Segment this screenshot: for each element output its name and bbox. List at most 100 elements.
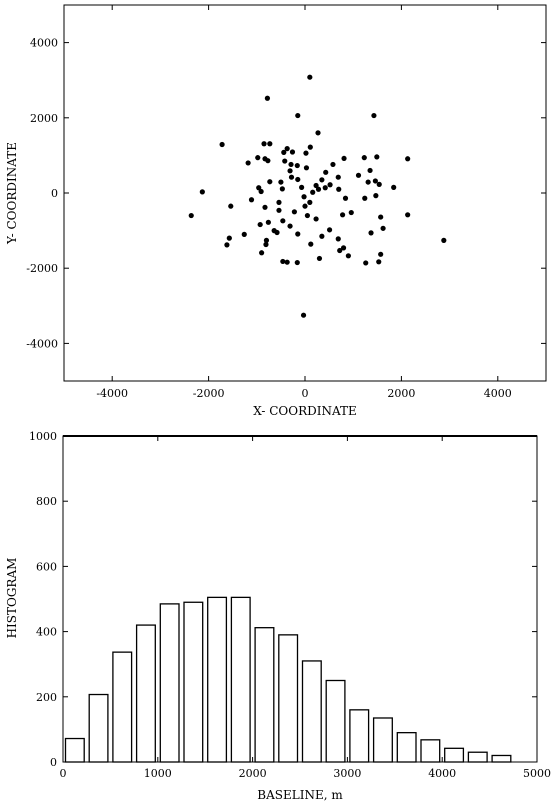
scatter-point [263,237,270,243]
scatter-point [219,141,225,148]
scatter-point [316,255,323,262]
histogram-x-tick-label: 5000 [523,767,551,780]
scatter-point [278,179,284,185]
histogram-bar [467,751,488,763]
scatter-point [378,214,384,220]
scatter-point [248,197,255,203]
scatter-point [276,199,282,205]
scatter-point [361,155,367,161]
scatter-point [303,165,310,171]
scatter-point [280,218,286,224]
scatter-point [307,199,313,205]
scatter-point [319,233,325,239]
scatter-point [337,247,343,254]
histogram-y-axis: 0 200 400 600 800 1000 [29,430,537,769]
scatter-point [279,186,285,192]
scatter-y-tick-label: -2000 [26,262,58,275]
histogram-bar [420,739,441,763]
scatter-point [342,195,349,201]
scatter-point [302,203,308,209]
scatter-point [373,193,379,199]
scatter-y-tick-label: 2000 [30,112,58,125]
scatter-y-tick-label: 4000 [30,37,58,50]
scatter-point [363,260,369,266]
scatter-point [326,227,333,233]
scatter-y-axis-title: Y- COORDINATE [5,142,19,245]
scatter-point [405,156,411,162]
scatter-point [299,184,305,190]
scatter-point [271,228,277,234]
scatter-point [307,74,313,80]
histogram-bar [183,601,204,763]
scatter-point [257,221,263,228]
histogram-x-tick-label: 2000 [239,767,267,780]
scatter-x-tick-label: -4000 [96,387,128,400]
scatter-point [265,219,271,225]
scatter-point [348,209,354,216]
scatter-point [313,216,319,222]
histogram-bar [372,717,393,763]
scatter-point [376,181,382,187]
scatter-point [284,146,290,152]
histogram-y-tick-label: 600 [36,560,57,573]
scatter-x-axis-title: X- COORDINATE [253,404,357,418]
scatter-point [303,150,309,156]
scatter-point [405,212,411,218]
histogram-bar [325,679,346,763]
histogram-x-axis-title: BASELINE, m [257,788,343,802]
scatter-chart: -4000 -2000 0 2000 4000 -4000-2000020004000 … [5,4,547,418]
scatter-point [282,158,288,164]
histogram-x-tick-label: 3000 [333,767,361,780]
histogram-bars [64,596,512,763]
histogram-y-tick-label: 1000 [29,430,57,443]
histogram-bar [254,627,275,763]
scatter-x-axis: -4000 -2000 0 2000 4000 [96,5,512,400]
scatter-point [372,178,378,184]
scatter-point [255,155,261,161]
scatter-point [367,167,373,174]
scatter-point [188,212,194,219]
scatter-point [355,172,362,178]
scatter-point [259,250,265,256]
scatter-point [380,225,386,231]
scatter-point [258,188,264,195]
scatter-point [340,245,347,251]
scatter-point [362,195,368,201]
scatter-point [345,253,351,259]
scatter-point [281,149,287,155]
scatter-x-tick-label: 2000 [387,387,415,400]
scatter-y-tick-label: -4000 [26,337,58,350]
scatter-point [294,259,300,266]
scatter-point [280,258,286,265]
scatter-point [441,237,447,243]
scatter-point [228,203,234,209]
scatter-point [374,154,380,160]
scatter-point [341,155,347,162]
scatter-point [291,209,297,215]
histogram-bar [159,603,180,763]
scatter-point [288,161,294,168]
scatter-point [310,189,316,195]
scatter-point [315,130,321,136]
scatter-point [241,231,247,237]
histogram-x-tick-label: 4000 [428,767,456,780]
histogram-bar [112,651,133,763]
scatter-point [226,235,232,241]
scatter-y-tick-label: 0 [51,187,58,200]
histogram-y-tick-label: 0 [50,756,57,769]
scatter-point [322,185,328,191]
scatter-point [391,184,397,190]
scatter-point [336,186,342,192]
histogram-bar [230,596,251,763]
scatter-point [295,176,301,183]
scatter-point [319,177,325,183]
scatter-point [365,179,371,185]
scatter-point [295,112,301,119]
scatter-point [368,230,374,236]
histogram-bar [278,634,299,763]
scatter-point [276,207,282,213]
histogram-x-axis: 0 1000 2000 3000 4000 5000 [60,436,551,780]
scatter-point [287,168,293,174]
scatter-point [378,251,384,257]
